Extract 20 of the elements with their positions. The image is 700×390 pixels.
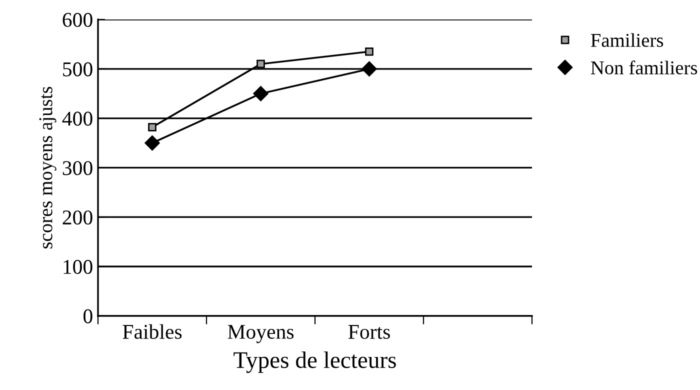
y-tick-label: 300 — [62, 161, 92, 176]
legend-label: Familiers — [590, 33, 664, 47]
legend-label: Non familiers — [590, 60, 698, 74]
y-tick-label: 600 — [62, 12, 92, 27]
y-tick-label: 400 — [62, 112, 92, 126]
point — [144, 135, 160, 151]
point — [253, 86, 268, 102]
x-axis-title: Types de lecteurs — [234, 351, 396, 373]
point — [148, 123, 156, 132]
y-tick-label: 500 — [63, 62, 92, 76]
point — [362, 61, 377, 76]
x-tick-label: Faibles — [122, 324, 182, 339]
y-tick-label: 100 — [64, 260, 92, 274]
x-tick-label: Forts — [348, 325, 390, 339]
point — [365, 47, 374, 56]
y-axis-title: scores moyens ajusts — [39, 86, 56, 248]
y-tick-label: 200 — [62, 210, 92, 225]
point — [256, 60, 265, 68]
x-tick-label: Moyens — [228, 324, 294, 344]
y-tick-label: 0 — [84, 309, 92, 324]
